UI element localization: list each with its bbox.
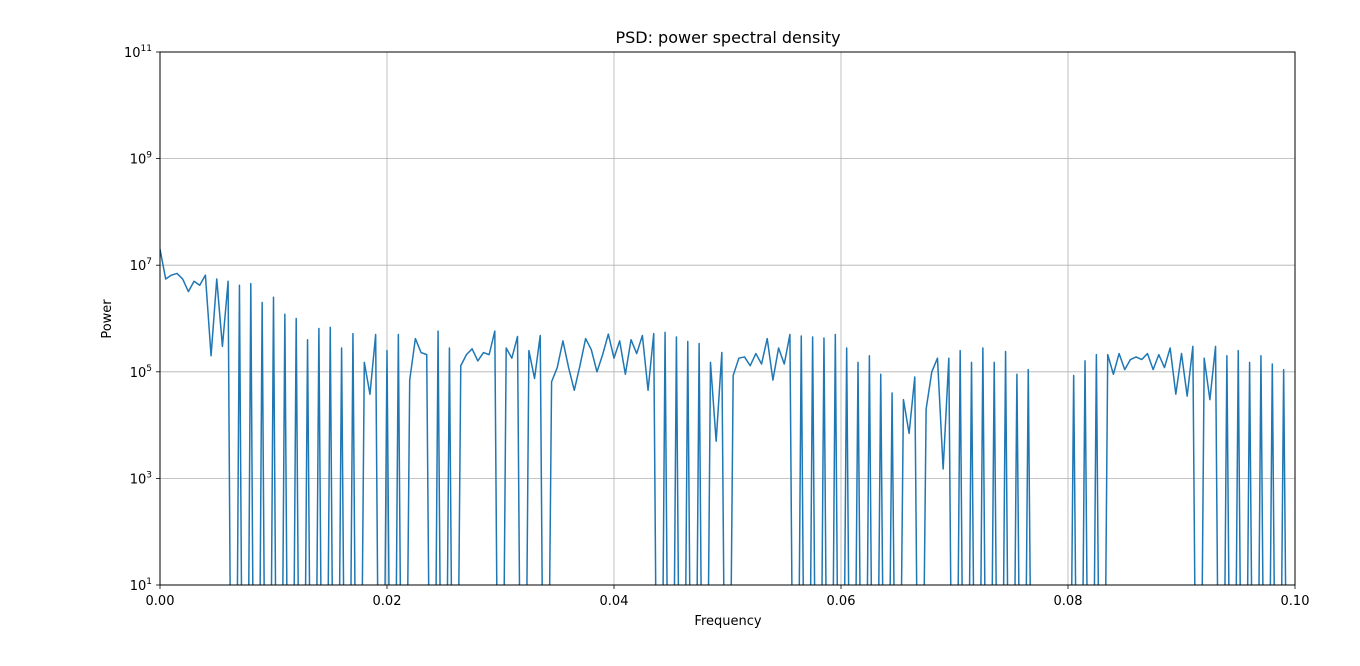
- y-tick-label: 107: [130, 257, 152, 274]
- chart-title: PSD: power spectral density: [615, 28, 840, 47]
- psd-series-line: [160, 249, 1287, 585]
- x-tick-label: 0.02: [373, 594, 402, 609]
- grid-lines: [160, 52, 1295, 585]
- plot-frame: [159, 51, 1296, 586]
- x-tick-label: 0.10: [1281, 594, 1310, 609]
- y-tick-label: 109: [130, 151, 153, 168]
- x-axis-ticks: 0.00 0.02 0.04 0.06 0.08 0.10: [146, 585, 1310, 609]
- x-axis-label: Frequency: [694, 614, 761, 629]
- y-axis-label: Power: [100, 299, 115, 339]
- y-tick-label: 1011: [124, 44, 152, 61]
- y-tick-label: 103: [130, 470, 152, 487]
- y-axis-ticks: 101 103 105 107 109 1011: [124, 44, 160, 594]
- y-tick-label: 105: [130, 364, 152, 381]
- x-tick-label: 0.00: [146, 594, 175, 609]
- x-tick-label: 0.06: [827, 594, 856, 609]
- x-tick-label: 0.08: [1054, 594, 1083, 609]
- y-tick-label: 101: [130, 577, 152, 594]
- x-tick-label: 0.04: [600, 594, 629, 609]
